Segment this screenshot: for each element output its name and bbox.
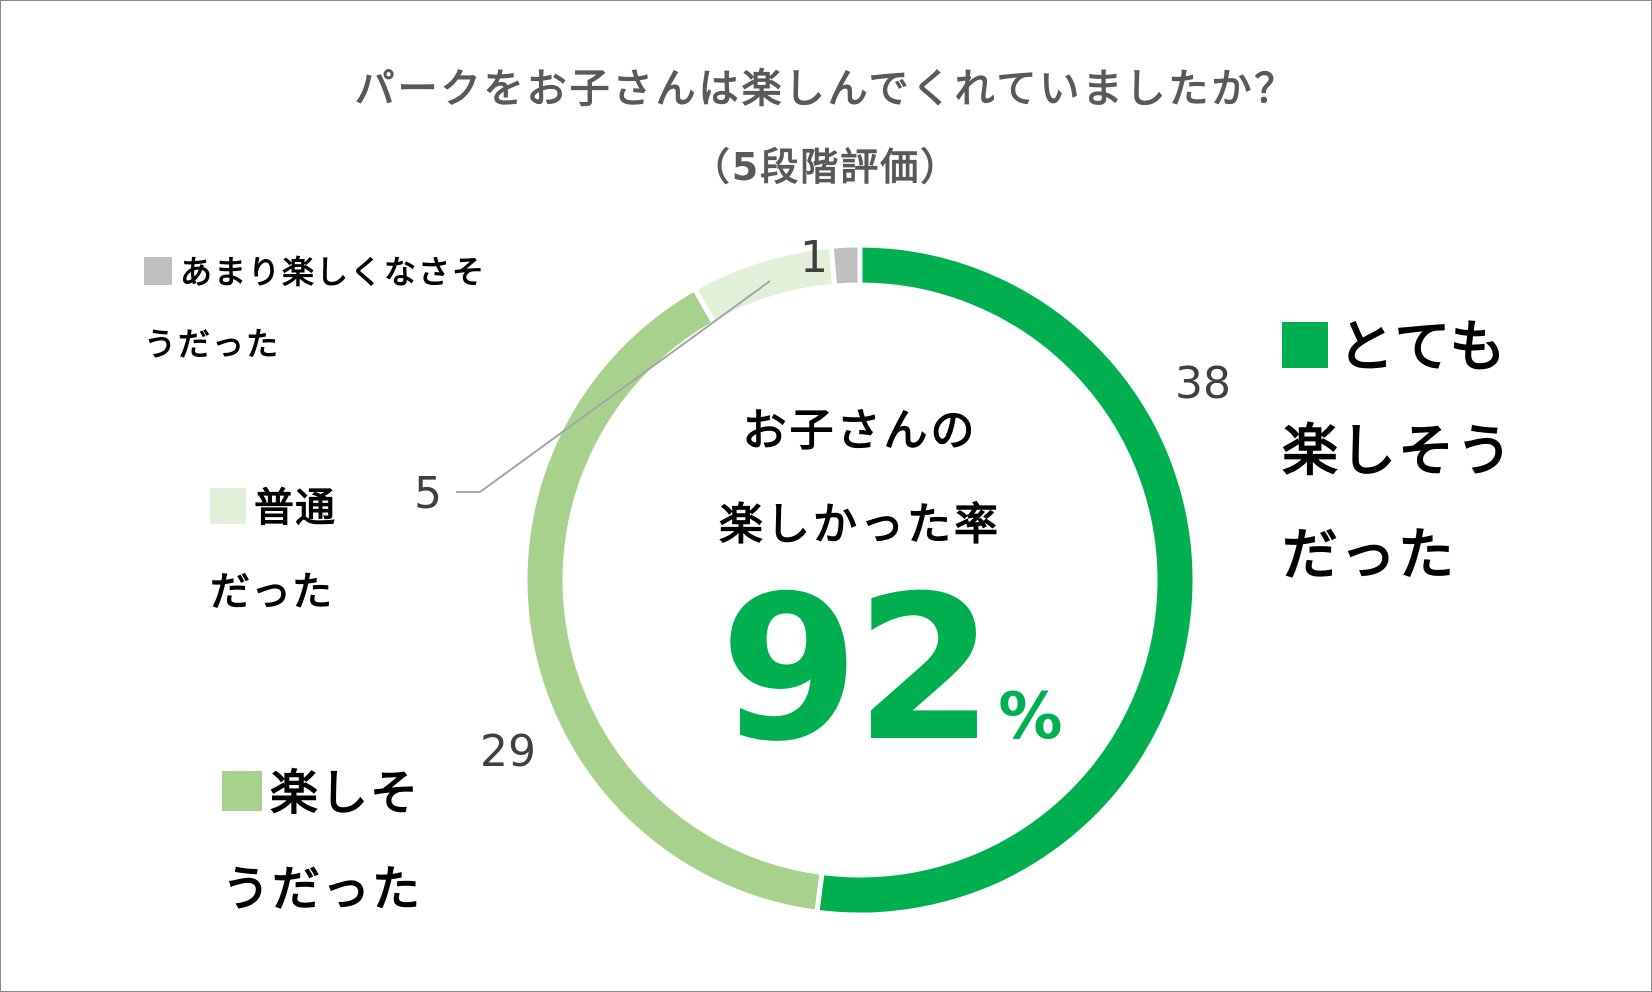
legend-label-not-good-2: うだった (144, 325, 281, 363)
value-label-not-good: 1 (800, 232, 828, 283)
leader-line-normal-diagonal (479, 280, 771, 493)
legend-normal: 普通 だった (210, 466, 336, 634)
slice-not-good (828, 242, 863, 289)
legend-good: 楽しそ うだった (222, 745, 422, 937)
value-label-normal: 5 (414, 468, 442, 519)
value-label-very-good: 38 (1175, 358, 1231, 409)
legend-label-very-good-2: 楽しそう (1282, 419, 1514, 484)
legend-swatch-good (222, 771, 262, 811)
legend-label-normal-2: だった (210, 569, 333, 615)
center-caption-line2: 楽しかった率 (719, 499, 1001, 550)
legend-label-good-1: 楽しそ (270, 765, 421, 821)
legend-label-good-2: うだった (222, 861, 423, 917)
center-caption-line1: お子さんの (742, 405, 978, 456)
value-label-good: 29 (480, 726, 536, 777)
chart-subtitle: （5段階評価） (691, 145, 961, 189)
legend-very-good: とても 楽しそう だった (1282, 296, 1514, 608)
legend-swatch-not-good (144, 257, 172, 285)
legend-swatch-very-good (1282, 321, 1328, 368)
enjoyment-rate: 92% (720, 570, 1062, 770)
enjoyment-rate-unit: % (998, 680, 1063, 754)
legend-not-good: あまり楽しくなさそ うだった (144, 236, 486, 380)
chart-title: パークをお子さんは楽しんでくれていましたか？ (354, 66, 1298, 112)
legend-label-normal-1: 普通 (254, 485, 336, 531)
legend-label-not-good-1: あまり楽しくなさそ (180, 253, 487, 291)
enjoyment-rate-value: 92 (720, 553, 994, 786)
legend-label-very-good-1: とても (1338, 315, 1508, 380)
legend-swatch-normal (210, 488, 246, 524)
legend-label-very-good-3: だった (1282, 523, 1456, 588)
